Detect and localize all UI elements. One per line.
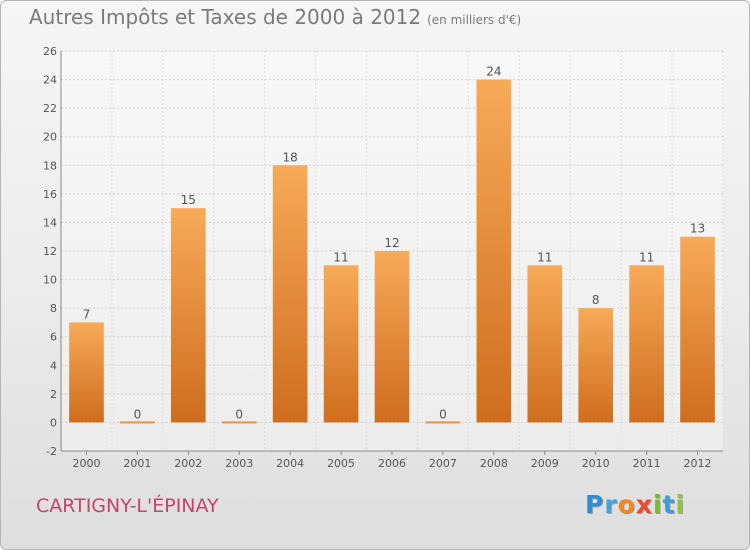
x-tick-label: 2001 [123,457,151,470]
data-label: 0 [439,407,447,421]
title-unit: (en milliers d'€) [427,13,522,27]
x-tick-label: 2010 [582,457,610,470]
y-tick-label: 0 [50,416,57,429]
data-label: 18 [283,150,298,164]
data-label: 15 [181,193,196,207]
x-tick-label: 2002 [174,457,202,470]
bar [425,421,461,424]
bar [120,421,155,424]
data-label: 0 [235,407,243,421]
logo-letter: x [635,490,653,519]
y-tick-label: 16 [43,188,57,201]
proxiti-logo[interactable]: Proxiti [585,490,685,519]
chart-title: Autres Impôts et Taxes de 2000 à 2012 (en… [29,5,521,29]
bar [221,421,257,424]
x-tick-label: 2012 [684,457,712,470]
y-tick-label: 20 [43,131,57,144]
logo-letter: o [617,490,636,519]
x-tick-label: 2000 [72,457,100,470]
y-tick-label: 24 [43,74,57,87]
bar [680,236,715,423]
x-tick-label: 2007 [429,457,457,470]
y-tick-label: 18 [43,159,57,172]
x-tick-label: 2008 [480,457,508,470]
y-tick-label: 10 [43,274,57,287]
bar [629,265,664,423]
y-tick-label: 12 [43,245,57,258]
x-tick-label: 2005 [327,457,355,470]
bar [323,265,359,423]
title-text: Autres Impôts et Taxes de 2000 à 2012 [29,5,422,29]
logo-letter: i [653,490,663,519]
logo-letter: P [585,490,605,519]
data-label: 11 [333,250,348,264]
data-label: 8 [592,293,600,307]
y-tick-label: 4 [50,359,57,372]
logo-letter: i [675,490,686,519]
y-tick-label: 6 [50,331,57,344]
bar [578,308,614,423]
y-tick-label: 14 [43,216,57,229]
data-label: 7 [83,307,91,321]
data-label: 11 [537,250,552,264]
y-tick-label: -2 [46,445,57,458]
y-tick-label: 22 [43,102,57,115]
data-label: 12 [384,236,399,250]
data-label: 11 [639,250,654,264]
logo-letter: t [662,490,676,519]
x-tick-label: 2011 [633,457,661,470]
data-label: 0 [134,407,142,421]
data-label: 24 [486,65,501,79]
bar [170,208,206,423]
y-tick-label: 2 [50,388,57,401]
data-label: 13 [690,222,705,236]
y-tick-label: 8 [50,302,57,315]
bar [272,165,308,423]
x-tick-label: 2006 [378,457,406,470]
commune-name: CARTIGNY-L'ÉPINAY [36,495,219,517]
y-tick-label: 26 [43,45,57,58]
x-tick-label: 2009 [531,457,559,470]
bar [476,79,512,423]
bar [527,265,563,423]
logo-letter: r [604,490,618,519]
x-tick-label: 2003 [225,457,253,470]
bar [69,322,104,423]
bar [374,251,410,423]
x-tick-label: 2004 [276,457,304,470]
